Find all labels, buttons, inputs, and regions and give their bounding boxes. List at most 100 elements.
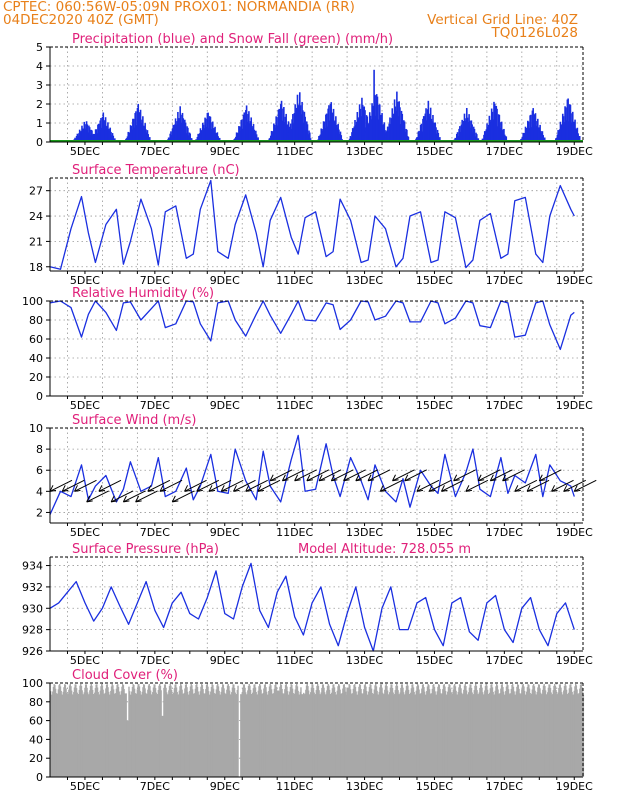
x-tick-label: 17DEC	[486, 145, 523, 158]
wind-arrow-head	[184, 489, 191, 492]
precip-bar	[373, 69, 375, 142]
wind-arrow-head	[135, 500, 142, 503]
wind-arrow	[355, 469, 379, 482]
x-tick-label: 17DEC	[486, 274, 523, 287]
y-tick-label: 2	[36, 98, 43, 111]
wind-arrow-head	[343, 479, 350, 482]
precip-bar	[88, 127, 91, 142]
x-tick-label: 19DEC	[556, 274, 593, 287]
wind-arrow-head	[196, 489, 203, 492]
x-tick-label: 7DEC	[140, 274, 170, 287]
wind-arrow-head	[172, 500, 179, 503]
wind-arrow-head	[98, 485, 103, 492]
x-tick-label: 13DEC	[346, 654, 383, 667]
x-tick-label: 9DEC	[210, 145, 240, 158]
wind-arrow	[343, 469, 366, 482]
wind-arrow-head	[221, 489, 228, 492]
wind-arrow-head	[74, 485, 78, 492]
rh-panel	[46, 300, 584, 399]
wind-arrow	[221, 479, 244, 492]
precip-bar	[403, 121, 406, 142]
precip-bar	[475, 134, 478, 142]
wind-arrow-head	[404, 479, 411, 482]
wind-arrow-head	[367, 474, 372, 482]
x-tick-label: 13DEC	[346, 526, 383, 539]
precip-bar	[148, 137, 151, 142]
wind-arrow-head	[453, 474, 458, 482]
wind-arrow	[98, 479, 122, 492]
x-tick-label: 19DEC	[556, 780, 593, 793]
x-tick-label: 19DEC	[556, 526, 593, 539]
wind-arrow	[74, 479, 97, 492]
y-tick-label: 928	[22, 624, 43, 637]
wind-arrow	[367, 469, 391, 482]
wind-arrow-head	[355, 474, 360, 482]
precip-bar	[207, 112, 209, 142]
wind-arrow	[208, 479, 232, 492]
wind-arrow	[269, 469, 293, 482]
x-tick-label: 9DEC	[210, 399, 240, 412]
y-tick-label: 80	[29, 696, 43, 709]
wind-arrow-head	[380, 489, 387, 492]
wind-arrow-head	[392, 479, 399, 482]
precip-panel	[46, 46, 584, 145]
x-tick-label: 7DEC	[140, 399, 170, 412]
wind-arrow-head	[331, 479, 338, 482]
wind-arrow	[404, 469, 427, 482]
wind-arrow	[257, 479, 281, 492]
x-tick-label: 7DEC	[140, 526, 170, 539]
wind-arrow-head	[306, 474, 311, 482]
wind-arrow	[502, 469, 525, 482]
wind-arrow-head	[86, 500, 93, 503]
wind-arrow-head	[478, 479, 485, 482]
x-tick-label: 9DEC	[210, 526, 240, 539]
wind-arrow-head	[147, 489, 154, 492]
wind-arrow	[147, 479, 171, 492]
wind-arrow-head	[428, 485, 433, 492]
wind-arrow-head	[539, 479, 546, 482]
precip-bar	[439, 137, 441, 142]
y-tick-label: 20	[29, 752, 43, 765]
wind-arrow-head	[122, 495, 127, 503]
pres-title: Surface Pressure (hPa)	[72, 542, 219, 557]
wind-arrow	[453, 469, 476, 482]
cloud-title: Cloud Cover (%)	[72, 668, 178, 683]
wind-arrow-head	[574, 489, 581, 492]
wind-arrow	[233, 479, 256, 492]
x-tick-label: 13DEC	[346, 274, 383, 287]
pres-panel	[46, 556, 584, 654]
wind-arrow-head	[171, 495, 176, 503]
x-tick-label: 11DEC	[276, 399, 313, 412]
y-tick-label: 930	[22, 602, 43, 615]
wind-arrow	[62, 479, 85, 492]
precip-bar	[437, 132, 440, 142]
precip-bar	[218, 137, 221, 142]
wind-arrow	[514, 479, 538, 492]
precip-bar	[407, 136, 410, 142]
x-tick-label: 17DEC	[486, 526, 523, 539]
precip-bar	[187, 127, 189, 142]
precip-bar	[364, 110, 366, 142]
wind-arrow-head	[281, 474, 286, 482]
pres-line	[49, 562, 575, 652]
x-tick-label: 19DEC	[556, 399, 593, 412]
precip-bar	[496, 108, 498, 142]
header-grid-line: Vertical Grid Line: 40Z	[427, 12, 578, 28]
x-tick-label: 9DEC	[210, 654, 240, 667]
wind-arrow-head	[489, 474, 494, 482]
wind-arrow-head	[453, 479, 460, 482]
x-tick-label: 9DEC	[210, 780, 240, 793]
y-tick-label: 932	[22, 581, 43, 594]
wind-arrow-head	[208, 485, 213, 492]
x-tick-label: 5DEC	[70, 654, 100, 667]
wind-arrow-head	[61, 485, 66, 492]
wind-arrow	[135, 490, 158, 503]
precip-bar	[505, 136, 508, 142]
precip-bar	[401, 113, 404, 142]
x-tick-label: 5DEC	[70, 145, 100, 158]
wind-arrow	[477, 469, 501, 482]
wind-arrow-head	[379, 485, 384, 492]
precip-bar	[567, 98, 569, 142]
x-tick-label: 15DEC	[416, 526, 453, 539]
wind-arrow	[392, 469, 415, 482]
